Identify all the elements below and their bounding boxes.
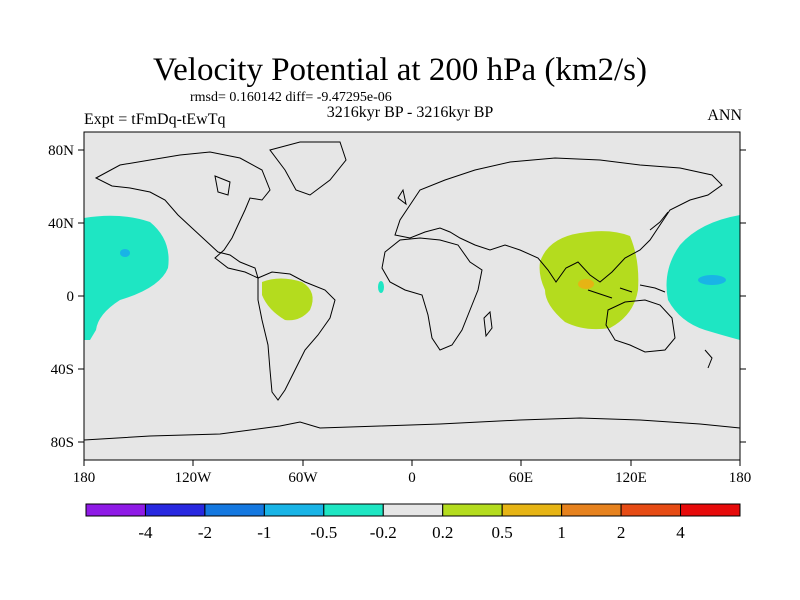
colorbar-label: -4 [138, 523, 153, 542]
colorbar-label: 4 [676, 523, 685, 542]
colorbar-label: -0.2 [370, 523, 397, 542]
contour-positive-core [578, 279, 594, 289]
lon-label: 60W [288, 470, 318, 486]
lon-label: 120E [615, 470, 647, 486]
lon-label: 0 [408, 470, 416, 486]
coast-uk [397, 188, 407, 206]
colorbar-swatch [144, 503, 206, 517]
lon-label: 180 [729, 470, 752, 486]
colorbar-label: -1 [257, 523, 271, 542]
colorbar-swatch [561, 503, 622, 517]
stats-text: rmsd= 0.160142 diff= -9.47295e-06 [190, 90, 392, 105]
coast-antarctica [84, 417, 740, 441]
coast-hudson-bay [214, 175, 231, 196]
contour-atlantic-small [378, 281, 384, 293]
coast-australia [605, 299, 676, 353]
longitude-labels: 180 120W 60W 0 60E 120E 180 [73, 470, 752, 486]
colorbar-swatch [263, 503, 325, 517]
lat-label: 80N [48, 143, 74, 159]
colorbar-label: 0.5 [492, 523, 513, 542]
coast-madagascar [483, 310, 493, 338]
colorbar-label: -0.5 [310, 523, 337, 542]
contour-positive-south-america [262, 278, 313, 321]
contour-negative-east-pacific [84, 215, 169, 340]
colorbar-label: -2 [198, 523, 212, 542]
coast-japan [649, 211, 669, 231]
contour-negative-west-pacific-core [698, 275, 726, 285]
colorbar-label: 0.2 [432, 523, 453, 542]
colorbar-swatch [382, 503, 444, 517]
lon-label: 120W [175, 470, 213, 486]
colorbar-label: 2 [617, 523, 626, 542]
experiment-text: Expt = tFmDq-tEwTq [84, 111, 226, 128]
coast-south-america [257, 271, 336, 401]
lon-label: 180 [73, 470, 96, 486]
lat-label: 80S [51, 435, 74, 451]
coast-new-zealand [704, 349, 713, 369]
map-title: Velocity Potential at 200 hPa (km2/s) [152, 52, 648, 88]
map-background [84, 132, 740, 460]
coastlines [84, 141, 740, 441]
contour-fills [84, 215, 740, 340]
lat-label: 40N [48, 216, 74, 232]
colorbar-swatch [204, 503, 265, 517]
contour-negative-east-pacific-core [120, 249, 130, 257]
season-text: ANN [707, 107, 742, 124]
lat-label: 0 [67, 289, 75, 305]
coast-africa [381, 237, 483, 351]
lon-label: 60E [509, 470, 533, 486]
latitude-axis [78, 149, 746, 443]
colorbar-swatch [501, 503, 563, 517]
colorbar-swatch [85, 503, 146, 517]
latitude-labels: 80N 40N 0 40S 80S [48, 143, 74, 451]
colorbar-label: 1 [557, 523, 566, 542]
colorbar-swatch [620, 503, 682, 517]
lat-label: 40S [51, 362, 74, 378]
coast-eurasia [394, 157, 723, 283]
longitude-axis [83, 460, 741, 466]
period-text: 3216kyr BP - 3216kyr BP [326, 104, 494, 121]
coast-north-america [94, 151, 271, 279]
colorbar-swatch [323, 503, 384, 517]
coast-indonesia [587, 284, 666, 299]
colorbar: -4 -2 -1 -0.5 -0.2 0.2 0.5 1 2 4 [85, 503, 741, 542]
colorbar-swatch [680, 503, 741, 517]
colorbar-swatch [442, 503, 503, 517]
coast-greenland [269, 141, 347, 196]
